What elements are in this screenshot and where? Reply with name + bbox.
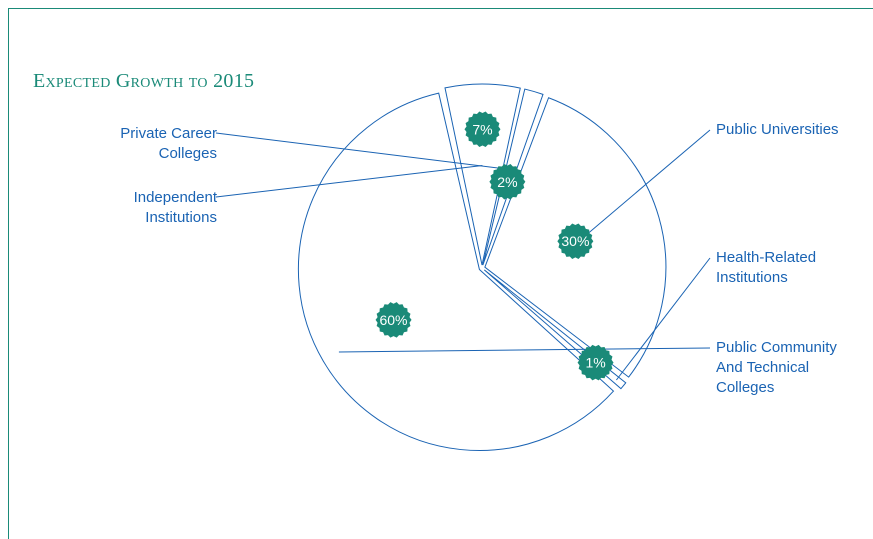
svg-text:30%: 30% [561, 233, 589, 249]
svg-text:60%: 60% [379, 312, 407, 328]
label-public-universities: Public Universities [716, 120, 866, 140]
label-independent-institutions: Independent Institutions [87, 188, 217, 228]
svg-text:2%: 2% [497, 174, 517, 190]
label-private-career-colleges: Private Career Colleges [87, 124, 217, 164]
svg-text:7%: 7% [472, 121, 492, 137]
label-public-community-technical-colleges: Public Community And Technical Colleges [716, 338, 866, 398]
label-health-related-institutions: Health-Related Institutions [716, 248, 836, 288]
svg-text:1%: 1% [585, 355, 605, 371]
